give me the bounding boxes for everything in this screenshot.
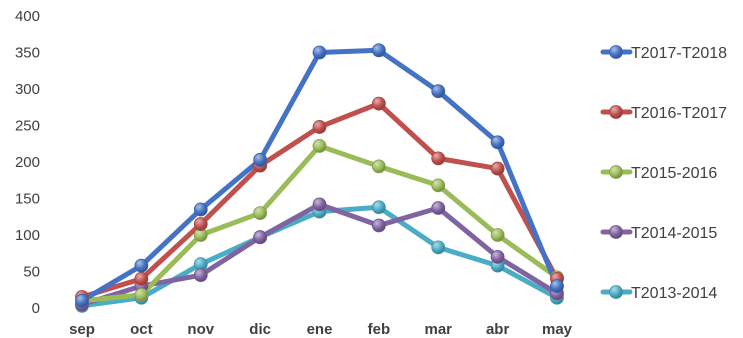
data-point <box>490 161 505 176</box>
series-points <box>75 43 564 313</box>
legend-item: T2017-T2018 <box>600 45 727 62</box>
legend-label: T2017-T2018 <box>631 45 727 62</box>
data-point <box>193 202 208 217</box>
legend-marker <box>609 225 623 239</box>
x-tick-label: dic <box>249 321 271 338</box>
data-point <box>312 45 327 60</box>
data-point <box>371 43 386 58</box>
x-tick-label: oct <box>130 321 153 338</box>
x-tick-label: ene <box>307 321 333 338</box>
data-point <box>490 249 505 264</box>
x-tick-label: may <box>542 321 573 338</box>
y-tick-label: 0 <box>32 300 40 317</box>
legend-label: T2016-T2017 <box>631 105 727 122</box>
legend: T2017-T2018 T2016-T2017 T2015-2016 T2014-20… <box>600 45 727 302</box>
data-point <box>550 279 564 294</box>
y-tick-label: 400 <box>15 8 40 25</box>
data-point <box>371 159 386 174</box>
x-tick-label: abr <box>486 321 510 338</box>
series-lines <box>79 47 560 309</box>
x-tick-label: feb <box>368 321 391 338</box>
data-point <box>134 287 149 302</box>
legend-item: T2013-2014 <box>600 285 717 302</box>
data-point <box>490 135 505 150</box>
x-axis: sep oct nov dic ene feb mar abr may <box>69 321 573 338</box>
y-tick-label: 350 <box>15 45 40 62</box>
y-tick-label: 250 <box>15 118 40 135</box>
legend-marker <box>609 165 623 179</box>
legend-label: T2015-2016 <box>631 165 717 182</box>
data-point <box>193 217 208 231</box>
data-point <box>134 258 149 273</box>
data-point <box>431 240 446 255</box>
data-point <box>371 96 386 111</box>
y-tick-label: 100 <box>15 227 40 244</box>
x-tick-label: nov <box>187 321 214 338</box>
legend-marker <box>609 285 623 299</box>
data-point <box>431 178 446 193</box>
x-tick-label: sep <box>69 321 95 338</box>
data-point <box>371 200 386 215</box>
y-tick-label: 200 <box>15 154 40 171</box>
data-point <box>431 151 446 166</box>
data-point <box>253 152 268 167</box>
data-point <box>431 84 446 99</box>
y-tick-label: 300 <box>15 81 40 98</box>
legend-item: T2016-T2017 <box>600 105 727 122</box>
data-point <box>253 206 268 221</box>
data-point <box>490 228 505 242</box>
data-point <box>431 201 446 215</box>
legend-marker <box>609 45 623 59</box>
x-tick-label: mar <box>424 321 452 338</box>
data-point <box>193 268 208 283</box>
legend-label: T2013-2014 <box>631 285 717 302</box>
data-point <box>312 139 327 153</box>
legend-marker <box>609 105 623 119</box>
legend-item: T2014-2015 <box>600 225 717 242</box>
y-tick-label: 150 <box>15 191 40 208</box>
data-point <box>371 218 386 233</box>
data-point <box>134 271 149 286</box>
data-point <box>312 120 327 134</box>
y-tick-label: 50 <box>23 264 40 281</box>
y-axis: 0 50 100 150 200 250 300 350 400 <box>15 8 40 317</box>
data-point <box>75 293 89 308</box>
data-point <box>312 197 327 212</box>
series-line-t2015-2016 <box>79 143 560 304</box>
legend-label: T2014-2015 <box>631 225 717 242</box>
legend-item: T2015-2016 <box>600 165 717 182</box>
data-point <box>253 230 268 245</box>
